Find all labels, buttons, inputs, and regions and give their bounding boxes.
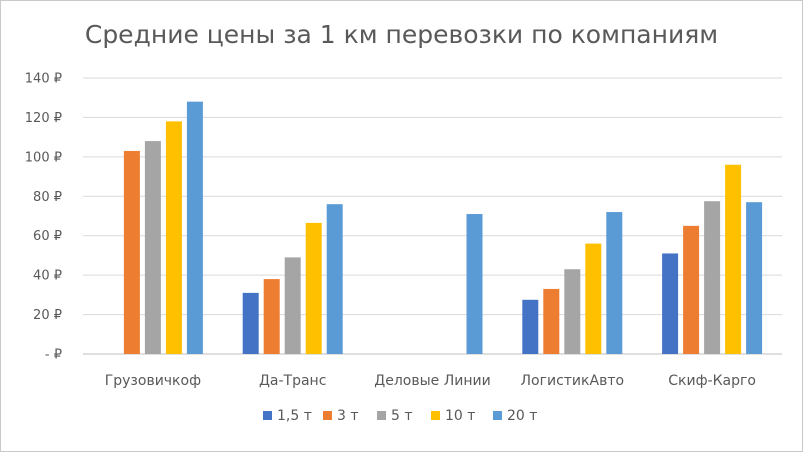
legend-label: 20 т	[507, 408, 537, 424]
bar	[585, 243, 602, 354]
bar	[543, 288, 560, 354]
bar	[165, 121, 182, 354]
y-tick-label: 140 ₽	[25, 72, 62, 87]
y-tick-label: 60 ₽	[33, 229, 62, 244]
legend-swatch	[323, 411, 332, 420]
x-category-label: ЛогистикАвто	[521, 373, 625, 389]
bar	[746, 202, 763, 354]
y-tick-label: 100 ₽	[25, 150, 62, 165]
x-category-label: Деловые Линии	[374, 373, 490, 389]
bar	[123, 150, 140, 354]
legend-label: 5 т	[391, 408, 413, 424]
bar	[606, 212, 623, 354]
bar	[242, 292, 259, 354]
x-category-label: Да-Транс	[259, 373, 326, 389]
bar	[144, 141, 161, 354]
bar	[263, 279, 280, 354]
bar	[284, 257, 301, 354]
bar	[683, 225, 700, 354]
bar	[186, 101, 203, 355]
bar	[305, 222, 322, 354]
bar	[466, 214, 483, 354]
chart-title: Средние цены за 1 км перевозки по компан…	[84, 20, 719, 49]
bar	[662, 253, 679, 354]
x-category-label: Грузовичкоф	[105, 373, 201, 389]
y-tick-label: - ₽	[45, 348, 62, 363]
bar	[326, 204, 343, 354]
legend-label: 3 т	[337, 408, 359, 424]
legend-label: 1,5 т	[277, 408, 312, 424]
y-tick-label: 20 ₽	[33, 308, 62, 323]
bar	[725, 164, 742, 354]
y-tick-label: 40 ₽	[33, 269, 62, 284]
x-category-label: Скиф-Карго	[668, 373, 756, 389]
bar	[522, 299, 539, 354]
legend-swatch	[493, 411, 502, 420]
legend-swatch	[431, 411, 440, 420]
y-tick-label: 120 ₽	[25, 111, 62, 126]
bar	[564, 269, 581, 354]
legend-label: 10 т	[445, 408, 475, 424]
legend-swatch	[263, 411, 272, 420]
y-tick-label: 80 ₽	[33, 190, 62, 205]
bar	[704, 201, 721, 354]
legend-swatch	[377, 411, 386, 420]
